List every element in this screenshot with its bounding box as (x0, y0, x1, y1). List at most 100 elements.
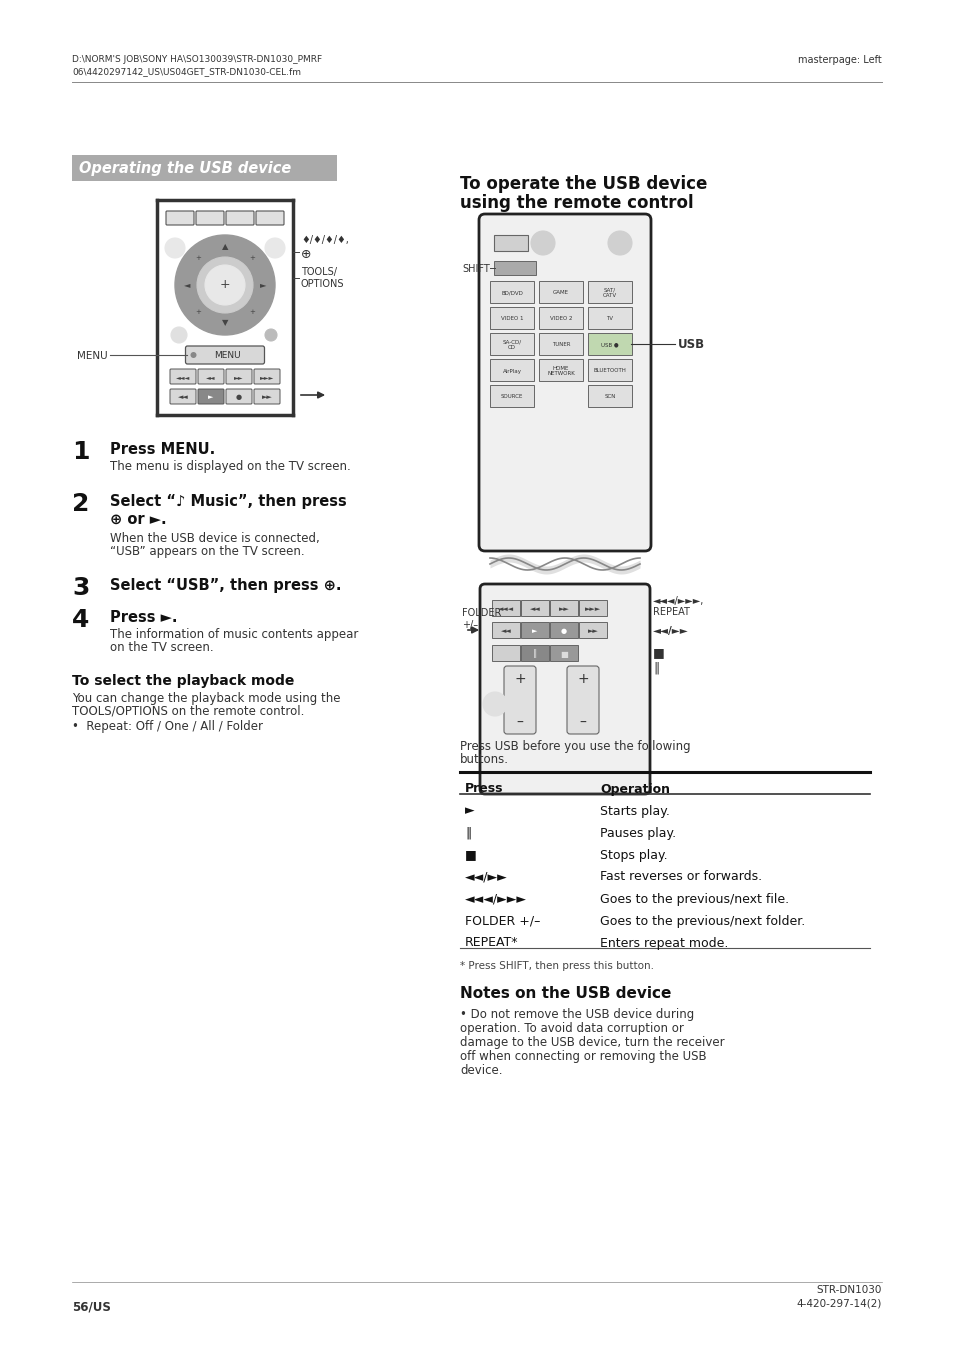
Text: Press MENU.: Press MENU. (110, 441, 215, 458)
FancyBboxPatch shape (578, 622, 606, 639)
Text: TOOLS/: TOOLS/ (301, 267, 336, 277)
Circle shape (191, 352, 196, 358)
Text: TOOLS/OPTIONS on the remote control.: TOOLS/OPTIONS on the remote control. (71, 705, 304, 718)
FancyBboxPatch shape (185, 346, 264, 365)
Text: ■: ■ (559, 649, 567, 659)
FancyBboxPatch shape (253, 369, 280, 383)
FancyBboxPatch shape (478, 215, 650, 551)
Text: +: + (249, 255, 254, 261)
FancyBboxPatch shape (538, 333, 582, 355)
FancyBboxPatch shape (490, 359, 534, 381)
Circle shape (205, 265, 245, 305)
Text: Fast reverses or forwards.: Fast reverses or forwards. (599, 871, 761, 883)
Text: REPEAT: REPEAT (652, 608, 689, 617)
Text: ►►: ►► (558, 606, 569, 612)
Circle shape (265, 238, 285, 258)
Text: ⊕ or ►.: ⊕ or ►. (110, 512, 167, 526)
Text: When the USB device is connected,: When the USB device is connected, (110, 532, 319, 545)
Text: ◄◄◄/►►►,: ◄◄◄/►►►, (652, 595, 703, 606)
FancyBboxPatch shape (490, 306, 534, 329)
Text: ◄◄/►►: ◄◄/►► (464, 871, 507, 883)
Text: using the remote control: using the remote control (459, 194, 693, 212)
Circle shape (607, 231, 631, 255)
FancyBboxPatch shape (587, 359, 631, 381)
Text: ♦/♦/♦/♦,: ♦/♦/♦/♦, (301, 235, 349, 244)
FancyBboxPatch shape (587, 281, 631, 302)
FancyBboxPatch shape (538, 359, 582, 381)
Text: +: + (195, 309, 201, 315)
Text: To select the playback mode: To select the playback mode (71, 674, 294, 688)
Text: +: + (577, 672, 588, 686)
Circle shape (165, 238, 185, 258)
Text: The information of music contents appear: The information of music contents appear (110, 628, 358, 641)
FancyBboxPatch shape (520, 645, 548, 662)
Text: ●: ● (235, 394, 242, 401)
FancyBboxPatch shape (494, 235, 527, 251)
Text: +/–: +/– (461, 620, 477, 630)
Text: VIDEO 1: VIDEO 1 (500, 316, 522, 321)
FancyBboxPatch shape (198, 389, 224, 404)
FancyBboxPatch shape (255, 211, 284, 225)
Text: ◄: ◄ (184, 281, 190, 289)
Text: Enters repeat mode.: Enters repeat mode. (599, 937, 727, 949)
Text: * Press SHIFT, then press this button.: * Press SHIFT, then press this button. (459, 961, 654, 971)
Text: +: + (514, 672, 525, 686)
FancyBboxPatch shape (520, 599, 548, 616)
Text: Starts play.: Starts play. (599, 805, 669, 818)
Text: ▼: ▼ (221, 319, 228, 328)
FancyBboxPatch shape (492, 599, 519, 616)
Text: –: – (516, 716, 523, 730)
Text: Stops play.: Stops play. (599, 849, 667, 861)
Text: FOLDER: FOLDER (461, 608, 501, 618)
Text: SHIFT: SHIFT (461, 265, 489, 274)
FancyBboxPatch shape (226, 389, 252, 404)
FancyBboxPatch shape (170, 369, 195, 383)
Text: ◄◄: ◄◄ (206, 375, 215, 379)
Text: Notes on the USB device: Notes on the USB device (459, 986, 671, 1000)
Text: ●: ● (560, 628, 566, 634)
Text: To operate the USB device: To operate the USB device (459, 176, 706, 193)
Circle shape (174, 235, 274, 335)
FancyBboxPatch shape (566, 666, 598, 734)
Text: 4: 4 (71, 608, 90, 632)
FancyBboxPatch shape (550, 599, 578, 616)
Text: GAME: GAME (553, 290, 568, 296)
Text: TV: TV (606, 316, 613, 321)
Text: ▲: ▲ (221, 243, 228, 251)
Bar (71, 155, 336, 181)
Text: ◄◄◄/►►►: ◄◄◄/►►► (464, 892, 526, 906)
Circle shape (531, 231, 555, 255)
Text: ◄◄: ◄◄ (177, 394, 188, 401)
FancyBboxPatch shape (479, 585, 649, 794)
FancyBboxPatch shape (587, 333, 631, 355)
Circle shape (196, 256, 253, 313)
Text: OPTIONS: OPTIONS (301, 279, 344, 289)
Text: Goes to the previous/next file.: Goes to the previous/next file. (599, 892, 788, 906)
Text: SA-CD/
CD: SA-CD/ CD (502, 340, 521, 351)
Text: TUNER: TUNER (551, 343, 570, 347)
FancyBboxPatch shape (587, 385, 631, 406)
FancyBboxPatch shape (550, 645, 578, 662)
FancyBboxPatch shape (170, 389, 195, 404)
Text: ■: ■ (652, 647, 664, 660)
Text: AirPlay: AirPlay (502, 369, 521, 374)
FancyBboxPatch shape (538, 306, 582, 329)
Text: ►: ► (532, 628, 537, 634)
FancyBboxPatch shape (195, 211, 224, 225)
Text: ‖: ‖ (652, 662, 659, 675)
Text: Operating the USB device: Operating the USB device (79, 162, 291, 177)
Text: Press: Press (464, 783, 503, 795)
Text: 06\4420297142_US\US04GET_STR-DN1030-CEL.fm: 06\4420297142_US\US04GET_STR-DN1030-CEL.… (71, 68, 301, 76)
Text: ►: ► (464, 805, 475, 818)
FancyBboxPatch shape (226, 369, 252, 383)
Text: Select “♪ Music”, then press: Select “♪ Music”, then press (110, 494, 346, 509)
Text: ◄◄◄: ◄◄◄ (175, 375, 190, 379)
Text: ►►: ►► (261, 394, 273, 401)
Text: “USB” appears on the TV screen.: “USB” appears on the TV screen. (110, 545, 304, 558)
Text: ►►: ►► (234, 375, 244, 379)
Text: Press USB before you use the following: Press USB before you use the following (459, 740, 690, 753)
Text: MENU: MENU (77, 351, 108, 360)
Text: masterpage: Left: masterpage: Left (798, 55, 882, 65)
Text: Select “USB”, then press ⊕.: Select “USB”, then press ⊕. (110, 578, 341, 593)
Text: 1: 1 (71, 440, 90, 464)
